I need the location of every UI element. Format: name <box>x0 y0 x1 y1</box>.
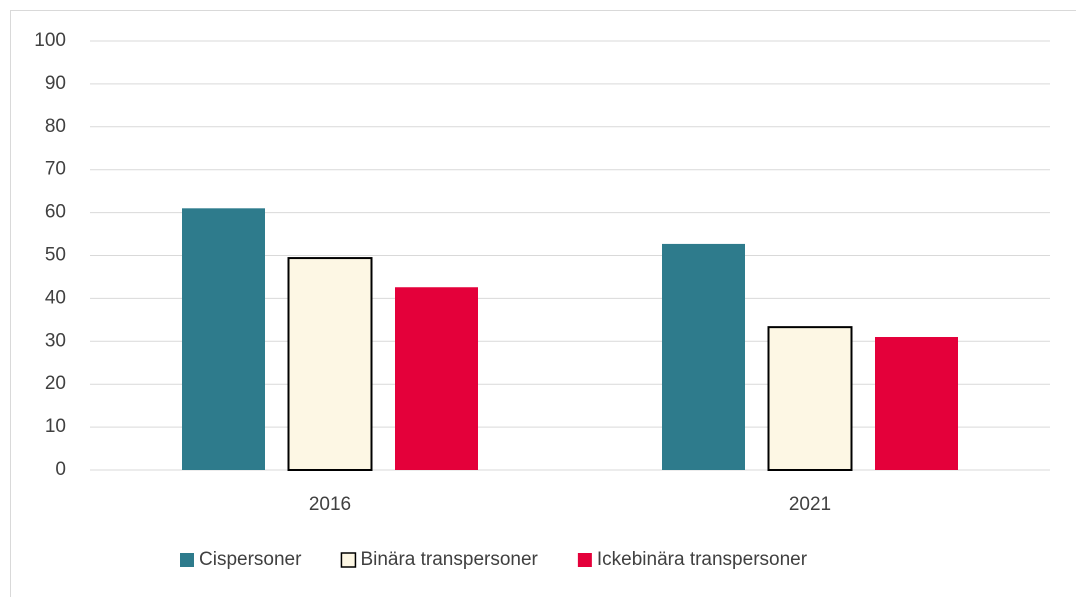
y-tick-label: 0 <box>55 459 66 480</box>
y-tick-label: 100 <box>34 30 66 51</box>
legend-swatch <box>340 552 357 568</box>
x-tick-label: 2016 <box>309 494 351 515</box>
legend-label: Cispersoner <box>199 549 302 570</box>
bar <box>767 326 853 471</box>
legend-label: Binära transpersoner <box>360 549 538 570</box>
legend-swatch <box>577 553 592 567</box>
y-tick-label: 20 <box>45 373 66 394</box>
y-tick-label: 70 <box>45 159 66 180</box>
y-tick-label: 80 <box>45 116 66 137</box>
y-tick-label: 10 <box>45 416 66 437</box>
bar <box>182 208 265 470</box>
bar <box>395 287 478 470</box>
y-tick-label: 90 <box>45 73 66 94</box>
y-tick-label: 40 <box>45 287 66 308</box>
y-tick-label: 60 <box>45 202 66 223</box>
x-tick-label: 2021 <box>789 494 831 515</box>
bar <box>662 243 745 470</box>
bar <box>875 337 958 470</box>
y-tick-label: 30 <box>45 330 66 351</box>
chart-frame <box>10 10 1076 597</box>
bar <box>287 257 373 471</box>
y-tick-label: 50 <box>45 245 66 266</box>
legend-label: Ickebinära transpersoner <box>597 549 808 570</box>
legend-swatch <box>180 553 194 567</box>
